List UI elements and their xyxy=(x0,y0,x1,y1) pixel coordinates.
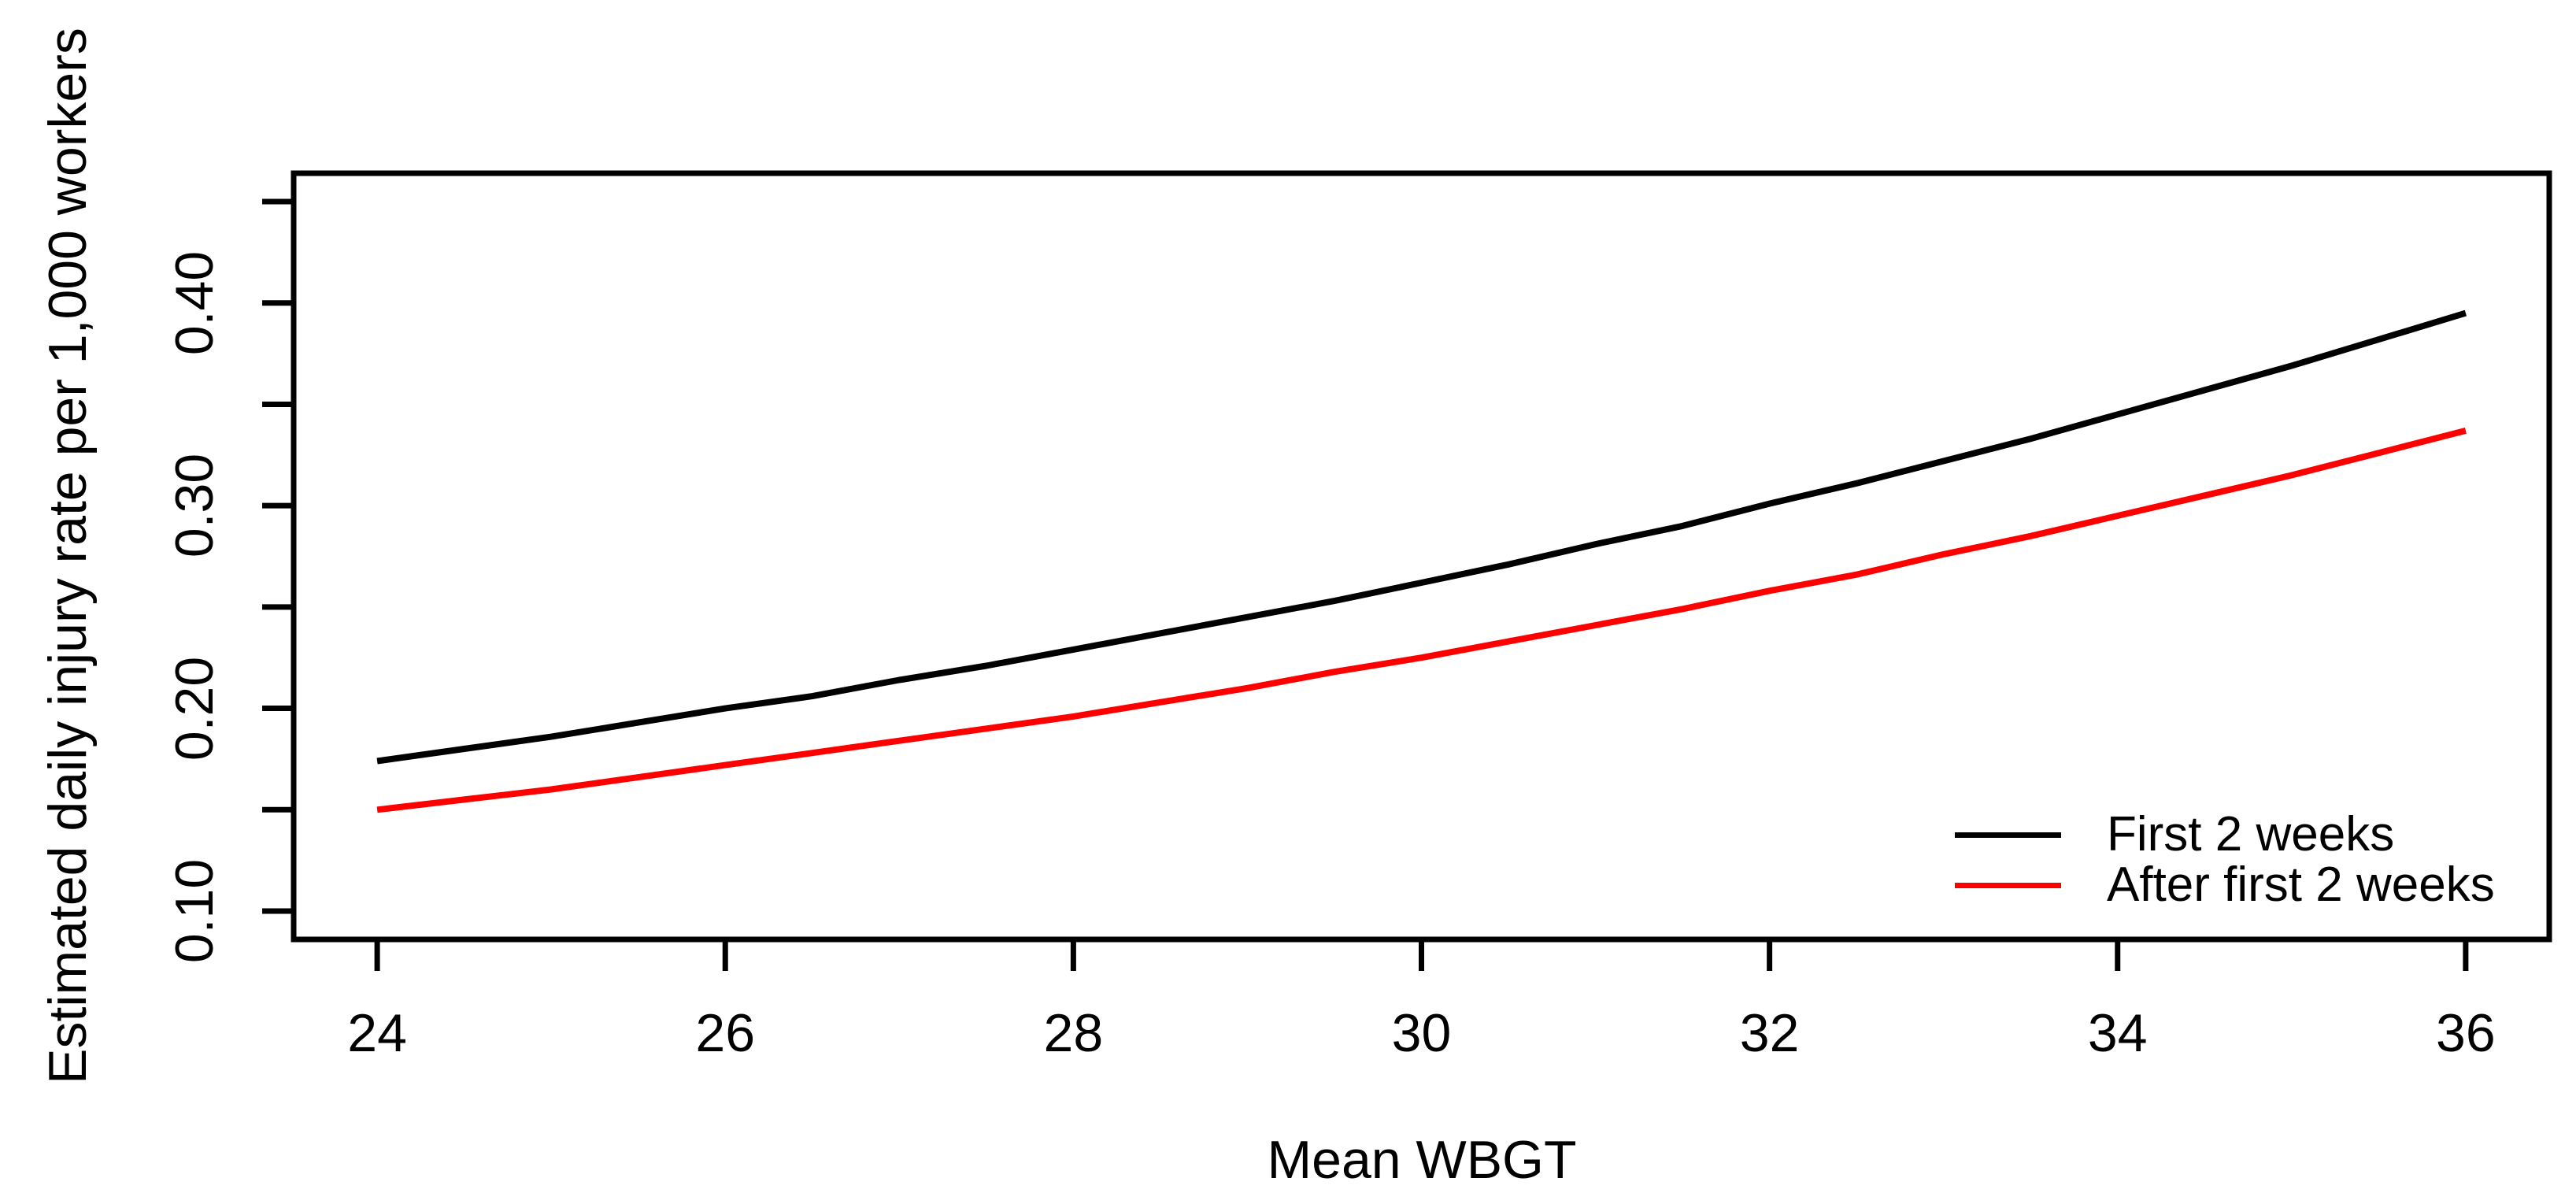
series-line-after-first-2-weeks xyxy=(376,428,2467,813)
y-axis-title: Estimated daily injury rate per 1,000 wo… xyxy=(38,28,98,1084)
x-tick-label: 24 xyxy=(347,1003,407,1063)
x-tick-label: 36 xyxy=(2436,1003,2496,1063)
legend-row: First 2 weeks xyxy=(1955,809,2495,860)
x-tick-label: 30 xyxy=(1391,1003,1452,1063)
y-tick-label: 0.30 xyxy=(165,453,224,558)
y-tick-label: 0.20 xyxy=(165,656,224,761)
x-tick-label: 32 xyxy=(1739,1003,1800,1063)
legend-line-sample xyxy=(1955,832,2061,838)
legend-label: After first 2 weeks xyxy=(2107,858,2495,912)
legend-label: First 2 weeks xyxy=(2107,807,2395,861)
x-tick-label: 28 xyxy=(1043,1003,1104,1063)
legend: First 2 weeks After first 2 weeks xyxy=(1955,809,2495,910)
y-tick-label: 0.10 xyxy=(165,858,224,964)
x-tick-label: 26 xyxy=(695,1003,756,1063)
x-tick-label: 34 xyxy=(2087,1003,2148,1063)
series-line-first-2-weeks xyxy=(376,309,2467,765)
x-axis-title: Mean WBGT xyxy=(1267,1130,1577,1190)
y-tick-label: 0.40 xyxy=(165,250,224,355)
legend-line-sample xyxy=(1955,882,2061,888)
legend-row: After first 2 weeks xyxy=(1955,860,2495,910)
